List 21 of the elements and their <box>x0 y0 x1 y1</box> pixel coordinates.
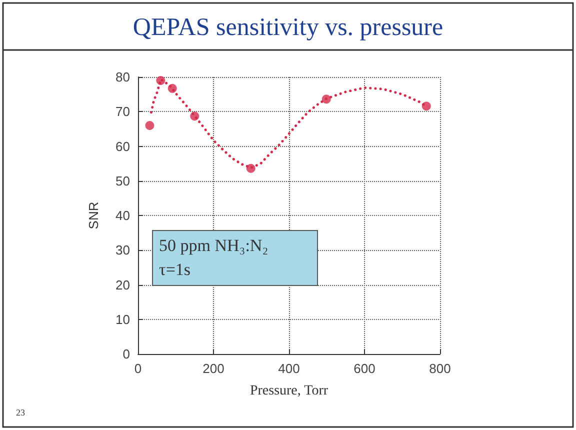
y-tick-label: 50 <box>116 173 130 188</box>
y-tick-label: 30 <box>116 242 130 258</box>
note-box: 50 ppm NH₃:N₂ τ=1s <box>152 230 318 286</box>
chart-title: QEPAS sensitivity vs. pressure <box>132 14 444 41</box>
x-tick-label: 200 <box>202 361 224 376</box>
y-tick-label: 70 <box>116 104 130 120</box>
y-tick-label: 60 <box>116 138 130 154</box>
point <box>422 102 431 111</box>
x-tick-label: 600 <box>354 361 376 376</box>
x-tick-label: 400 <box>278 361 300 376</box>
text: 23 <box>16 408 26 418</box>
x-tick-label: 0 <box>134 361 142 376</box>
point <box>145 120 154 130</box>
x-axis-title: Pressure, Torr <box>250 384 328 398</box>
y-tick-label: 80 <box>116 70 130 84</box>
y-axis-title: SNR <box>86 202 101 230</box>
y-tick-label: 0 <box>122 346 130 362</box>
y-tick-label: 10 <box>116 312 130 327</box>
y-tick-label: 20 <box>116 277 130 292</box>
y-tick-label: 40 <box>116 208 130 223</box>
x-tick-label: 800 <box>429 361 451 376</box>
